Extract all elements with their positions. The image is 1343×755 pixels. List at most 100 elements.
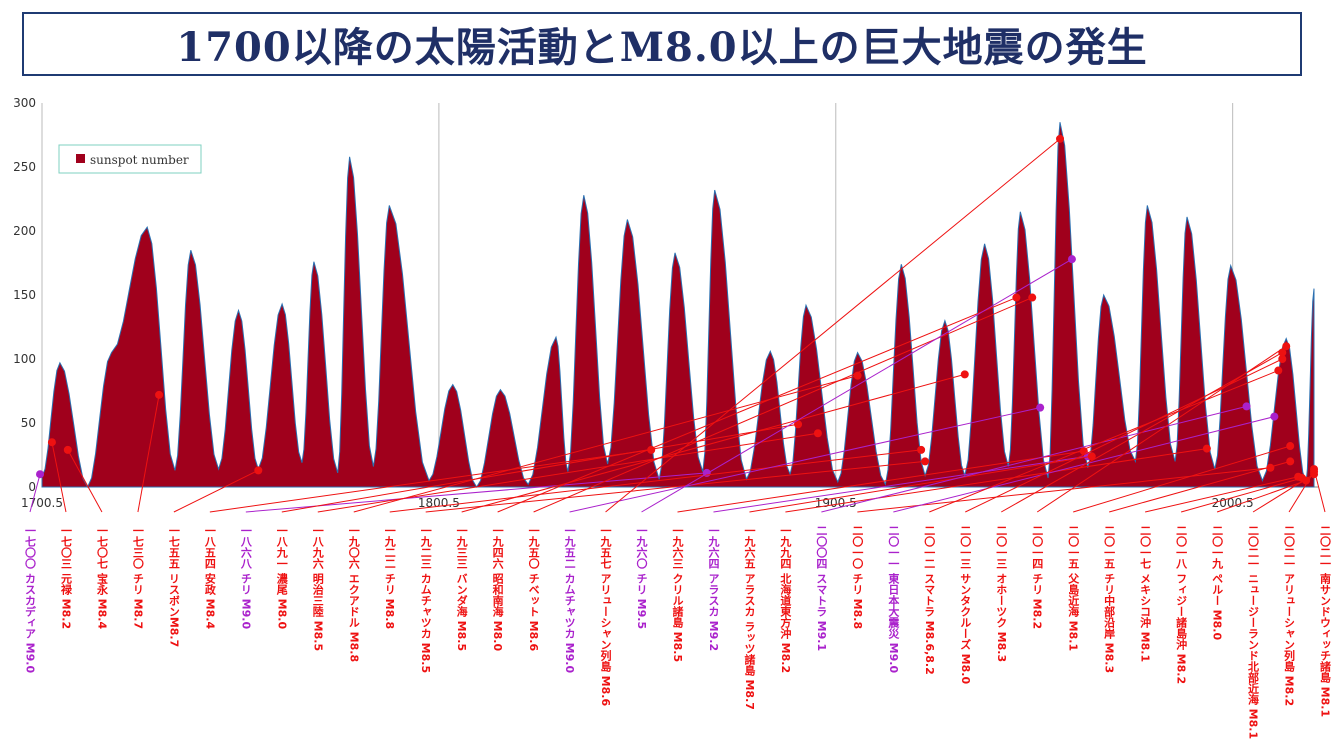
- quake-marker: [36, 470, 45, 479]
- quake-marker: [1270, 412, 1279, 421]
- quake-leader: [605, 138, 1061, 513]
- title-box: 1700以降の太陽活動とM8.0以上の巨大地震の発生: [22, 12, 1302, 76]
- quake-label: 二〇一〇 チリ M8.8: [851, 525, 864, 629]
- quake-label: 一八九一 濃尾 M8.0: [275, 525, 289, 629]
- quake-label: 一九六〇 チリ M9.5: [635, 525, 649, 629]
- quake-label: 一八五四 安政 M8.4: [203, 525, 217, 629]
- quake-leader: [137, 394, 160, 513]
- quake-leader: [209, 449, 652, 513]
- quake-label: 二〇〇四 スマトラ M9.1: [815, 525, 828, 651]
- quake-leader: [281, 423, 799, 513]
- quake-label: 二〇一三 オホーツク M8.3: [995, 525, 1008, 662]
- quake-marker: [1036, 403, 1045, 412]
- quake-leader: [1288, 471, 1315, 513]
- quake-label: 一九五七 アリューシャン列島 M8.6: [599, 525, 613, 706]
- quake-label: 二〇一八 フィジー諸島沖 M8.2: [1175, 525, 1189, 684]
- y-tick-label: 300: [13, 96, 36, 110]
- quake-marker: [921, 457, 930, 466]
- x-tick-label: 1700.5: [21, 496, 63, 510]
- quake-marker: [1242, 402, 1251, 411]
- sunspot-area: [41, 122, 1315, 489]
- quake-marker: [155, 390, 164, 399]
- quake-label: 一九三三 バンダ海 M8.5: [455, 525, 469, 651]
- quake-label: 一九五二 カムチャツカ M9.0: [563, 525, 577, 673]
- quake-leader: [1313, 468, 1326, 513]
- quake-leader: [51, 442, 67, 513]
- quake-leader: [641, 258, 1073, 513]
- quake-label: 二〇一五 チリ中部沿岸 M8.3: [1103, 525, 1116, 673]
- quake-leader: [497, 297, 1017, 513]
- quake-marker: [1302, 476, 1311, 485]
- quake-leader: [929, 370, 1279, 513]
- quake-label: 二〇二一 アリューシャン列島 M8.2: [1283, 525, 1296, 706]
- y-tick-label: 200: [13, 224, 36, 238]
- quake-label: 一七五五 リスボンM8.7: [167, 525, 180, 647]
- quake-label: 一九六四 アラスカ M9.2: [707, 525, 721, 651]
- quake-leader: [1252, 473, 1315, 513]
- quake-leader: [749, 455, 1092, 513]
- quake-label: 一九六五 アラスカ ラッツ諸島 M8.7: [743, 525, 757, 710]
- y-tick-label: 50: [21, 416, 36, 430]
- quake-marker: [47, 438, 56, 447]
- legend-swatch: [76, 154, 85, 163]
- quake-leader: [461, 373, 965, 513]
- x-tick-label: 2000.5: [1212, 496, 1254, 510]
- quake-marker: [1012, 293, 1021, 302]
- quake-marker: [1274, 366, 1283, 375]
- quake-marker: [1282, 342, 1291, 351]
- quake-label: 二〇二一 ニュージーランド北部近海 M8.1: [1247, 525, 1260, 739]
- quake-leader: [1073, 445, 1291, 513]
- quake-leader: [533, 297, 1033, 513]
- quake-label: 一八六八 チリ M9.0: [239, 525, 253, 629]
- quake-label: 一九二三 カムチャツカ M8.5: [419, 525, 433, 673]
- quake-marker: [1087, 452, 1096, 461]
- quake-marker: [1202, 444, 1211, 453]
- quake-label: 一九二二 チリ M8.8: [383, 525, 397, 629]
- quake-leader: [29, 474, 41, 513]
- quake-marker: [794, 420, 803, 429]
- quake-label: 二〇一一 東日本大震災 M9.0: [887, 525, 901, 673]
- quake-leader: [173, 469, 259, 513]
- quake-label: 二〇二一 南サンドウィッチ諸島 M8.1: [1319, 525, 1332, 717]
- quake-label: 一九四六 昭和南海 M8.0: [491, 525, 505, 651]
- quake-marker: [1266, 463, 1275, 472]
- quake-leader: [677, 450, 1084, 513]
- y-tick-label: 0: [28, 480, 36, 494]
- quake-marker: [1028, 293, 1037, 302]
- quake-label: 一八九六 明治三陸 M8.5: [311, 525, 325, 651]
- chart-title: 1700以降の太陽活動とM8.0以上の巨大地震の発生: [176, 24, 1148, 71]
- y-tick-label: 100: [13, 352, 36, 366]
- quake-leader: [1036, 345, 1287, 513]
- quake-marker: [917, 445, 926, 454]
- quake-marker: [1310, 465, 1319, 474]
- quake-leader: [821, 405, 1247, 513]
- quake-leader: [1145, 476, 1299, 513]
- quake-label: 一七三〇 チリ M8.7: [131, 525, 144, 629]
- quake-leader: [1001, 352, 1283, 513]
- quake-leader: [67, 449, 103, 513]
- quake-marker: [1067, 255, 1076, 264]
- quake-label: 二〇一七 メキシコ沖 M8.1: [1139, 525, 1152, 662]
- quake-marker: [254, 466, 263, 475]
- quake-leader: [425, 460, 926, 513]
- quake-leader: [569, 407, 1041, 513]
- quake-leader: [1180, 477, 1303, 513]
- y-tick-label: 150: [13, 288, 36, 302]
- x-tick-label: 1800.5: [418, 496, 460, 510]
- quake-label: 二〇一三 サンタクルーズ M8.0: [959, 525, 972, 684]
- quake-label: 一七〇〇 カスカディア M9.0: [24, 525, 37, 673]
- quake-label: 二〇一四 チリ M8.2: [1031, 525, 1044, 629]
- quake-marker: [63, 445, 72, 454]
- quake-label: 一九九四 北海道東方沖 M8.2: [779, 525, 793, 673]
- quake-label: 二〇一五 父島近海 M8.1: [1067, 525, 1081, 651]
- quake-label: 一九五〇 チベット M8.6: [527, 525, 541, 651]
- quake-label: 一九〇六 エクアドル M8.8: [347, 525, 361, 662]
- quake-marker: [813, 429, 822, 438]
- quake-label: 一九六三 クリル諸島 M8.5: [671, 525, 685, 662]
- quake-marker: [960, 370, 969, 379]
- quake-marker: [1056, 134, 1065, 143]
- quake-label: 二〇一二 スマトラ M8.6,8.2: [923, 525, 936, 675]
- quake-label: 一七〇七 宝永 M8.4: [95, 525, 109, 629]
- quake-leader: [785, 448, 1207, 513]
